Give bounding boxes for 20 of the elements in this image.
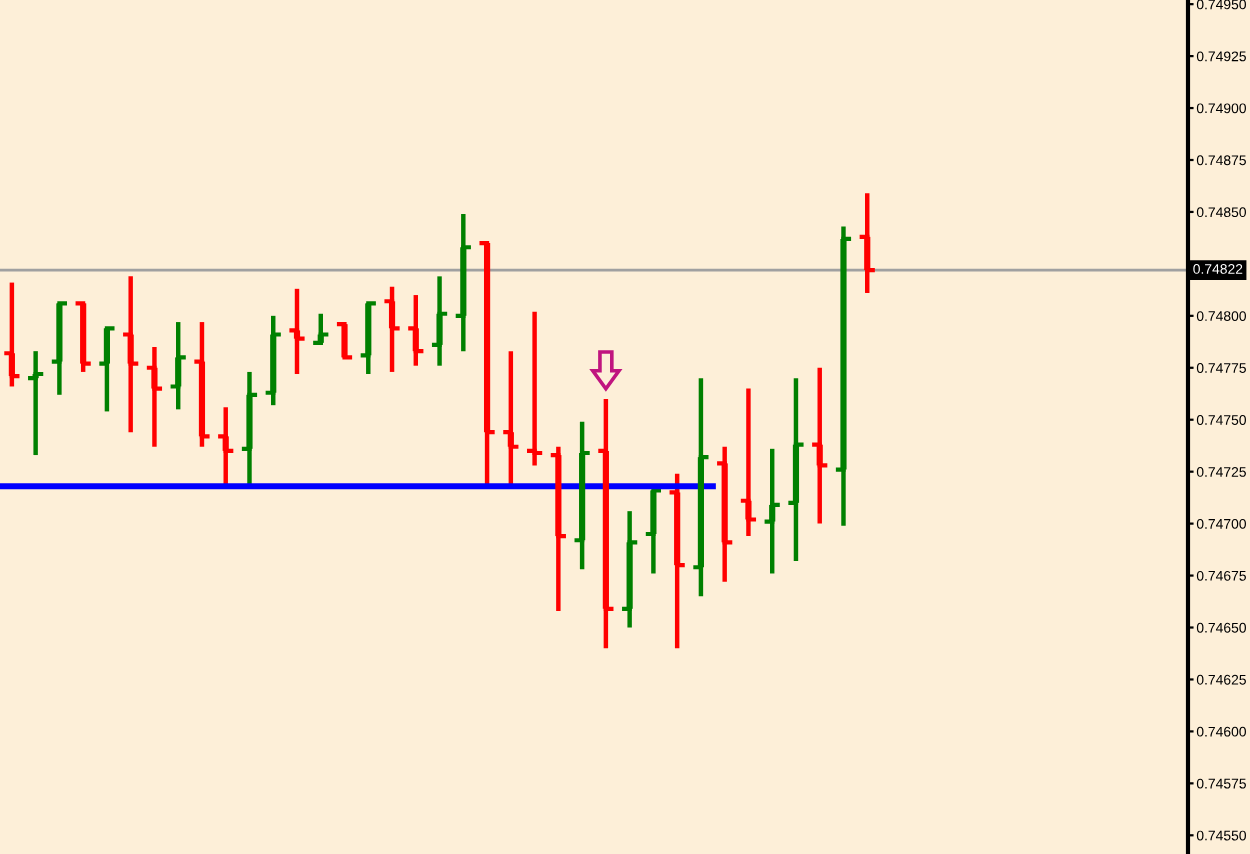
candlestick [501, 348, 521, 489]
candlestick [857, 191, 877, 296]
candlestick [429, 274, 450, 368]
candlestick [25, 348, 46, 458]
candlestick [810, 365, 830, 526]
candlestick [334, 321, 355, 360]
candlestick [524, 309, 545, 468]
candlestick [738, 386, 759, 539]
candlestick [643, 488, 664, 576]
candlestick [406, 292, 426, 368]
candlestick [216, 405, 236, 489]
candlestick [144, 344, 165, 449]
candlestick [311, 311, 331, 348]
candlestick [168, 319, 188, 412]
candlestick [2, 280, 22, 389]
candlestick [120, 274, 141, 435]
candlestick [287, 286, 307, 377]
candlestick [97, 326, 117, 414]
candlestick [762, 446, 782, 576]
candlestick [382, 284, 402, 375]
